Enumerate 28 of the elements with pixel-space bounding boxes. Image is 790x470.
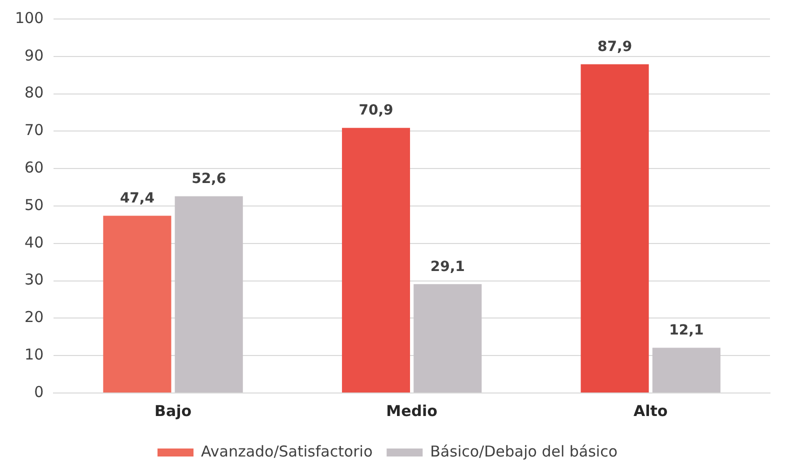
bar [103, 216, 172, 392]
data-label: 12,1 [669, 322, 704, 338]
data-label: 29,1 [430, 258, 465, 275]
x-tick-label: Alto [633, 402, 668, 420]
bar [342, 128, 410, 392]
y-tick-label: 10 [24, 345, 44, 364]
legend-label: Avanzado/Satisfactorio [201, 442, 373, 460]
y-tick-label: 40 [24, 233, 44, 252]
y-tick-label: 50 [24, 196, 44, 214]
data-label: 52,6 [192, 170, 226, 187]
bar [580, 64, 649, 392]
data-label: 47,4 [120, 190, 155, 206]
x-tick-label: Medio [386, 402, 438, 420]
y-tick-label: 0 [34, 382, 44, 401]
legend-label: Básico/Debajo del básico [430, 442, 618, 460]
y-tick-label: 20 [24, 308, 44, 326]
y-tick-label: 80 [24, 84, 44, 102]
bar [652, 348, 720, 392]
y-tick-label: 70 [24, 121, 44, 140]
bar [174, 196, 243, 392]
y-tick-label: 60 [24, 158, 44, 176]
x-tick-label: Bajo [154, 402, 192, 420]
y-tick-label: 30 [24, 270, 44, 289]
data-label: 87,9 [598, 38, 632, 55]
y-tick-label: 100 [14, 8, 44, 27]
bar [414, 284, 482, 392]
y-tick-label: 90 [24, 46, 44, 64]
data-label: 70,9 [358, 102, 394, 118]
